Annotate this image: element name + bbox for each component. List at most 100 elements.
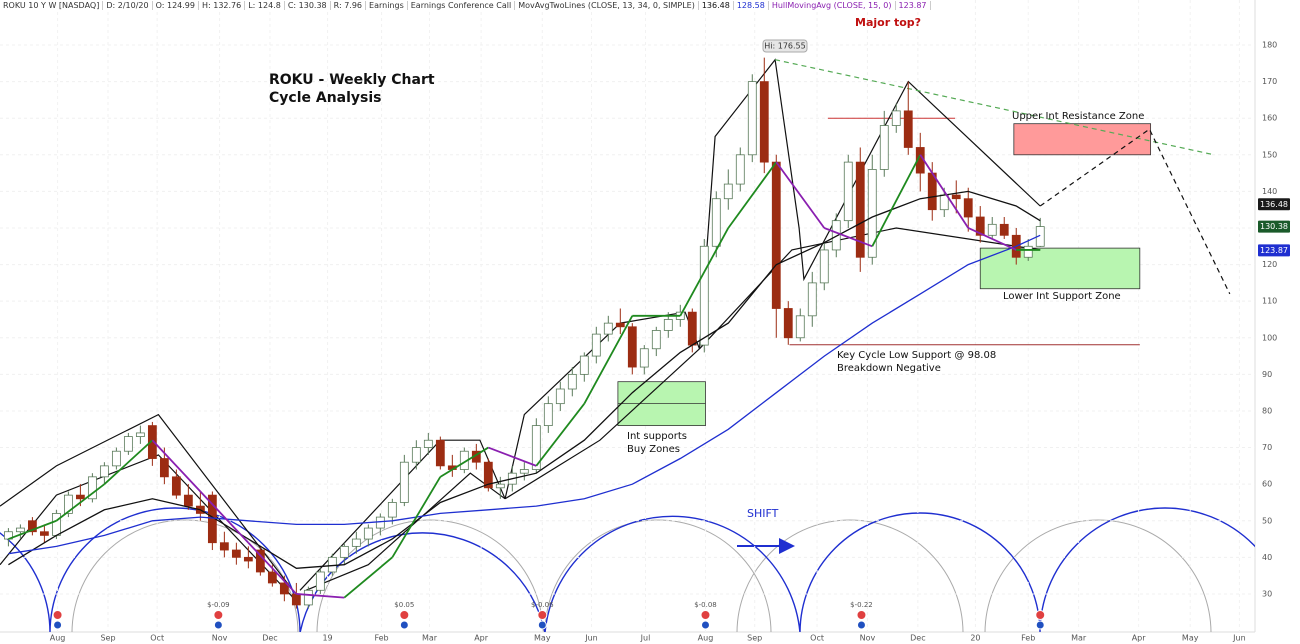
annotation: Upper Int Resistance Zone	[1012, 111, 1144, 122]
hull-segment	[919, 154, 969, 229]
header-item: Earnings	[366, 1, 408, 10]
candle-body	[735, 154, 745, 185]
cycle-arc-blue	[0, 507, 1255, 632]
y-tick-label: 170	[1262, 77, 1277, 86]
event-marker	[53, 620, 63, 630]
candle-body	[951, 194, 961, 200]
candle-body	[87, 476, 97, 500]
candle-body	[39, 531, 49, 536]
header-item: C: 130.38	[284, 1, 331, 10]
earnings-label: $0.05	[394, 601, 414, 609]
high-label-box	[762, 39, 808, 53]
y-tick-label: 50	[1262, 516, 1272, 525]
earnings-marker	[213, 610, 224, 620]
candle-body	[591, 333, 601, 357]
header-item: MovAvgTwoLines (CLOSE, 13, 34, 0, SIMPLE…	[515, 1, 699, 10]
x-tick-label: May	[534, 634, 551, 643]
event-marker	[213, 620, 223, 630]
earnings-label: $-0.06	[531, 601, 554, 609]
candle-body	[855, 161, 865, 258]
candle-body	[315, 571, 325, 591]
plot-layer: $-0.09 $0.05 $-0.06 $-0.08 $-0.22 ROKU - Week…	[0, 0, 1255, 632]
cycle-line	[0, 413, 294, 591]
x-tick-label: Feb	[1021, 634, 1035, 643]
event-marker	[856, 620, 866, 630]
header-item: Earnings Conference Call	[407, 1, 516, 10]
x-tick-label: Mar	[1071, 634, 1087, 643]
candle-body	[711, 198, 721, 247]
price-tag-label: 136.48	[1260, 200, 1288, 209]
annotation: Lower Int Support Zone	[1003, 291, 1121, 302]
annotation: Breakdown Negative	[837, 363, 941, 374]
candle-body	[999, 223, 1009, 236]
candle-body	[99, 465, 109, 478]
candle-body	[387, 502, 397, 518]
hull-segment	[103, 439, 153, 485]
hull-segment	[55, 483, 105, 522]
header-item: 136.48	[698, 1, 734, 10]
candle-body	[759, 81, 769, 163]
header-item: 128.58	[733, 1, 769, 10]
cycle-line	[699, 227, 1041, 350]
candle-body	[963, 198, 973, 218]
annotation: Major top?	[855, 16, 921, 29]
x-tick-label: Dec	[262, 634, 277, 643]
candle-body	[819, 249, 829, 284]
cycle-line	[698, 58, 1041, 349]
candle-body	[51, 513, 61, 536]
x-tick-label: Jul	[640, 634, 651, 643]
x-tick-label: Nov	[212, 634, 228, 643]
candle-body	[483, 461, 493, 489]
hull-segment	[823, 227, 873, 248]
moving-average	[8, 190, 1041, 569]
x-tick-label: Sep	[100, 634, 115, 643]
x-tick-label: Mar	[422, 634, 438, 643]
y-tick-label: 70	[1262, 443, 1272, 452]
candle-body	[231, 549, 241, 558]
candle-body	[267, 571, 277, 584]
candle-body	[15, 527, 25, 533]
annotation: SHIFT	[747, 507, 779, 520]
x-tick-label: Jun	[584, 634, 598, 643]
y-tick-label: 110	[1262, 297, 1277, 306]
candle-body	[351, 538, 361, 547]
header-item: L: 124.8	[245, 1, 285, 10]
candle-body	[291, 593, 301, 606]
y-tick-label: 60	[1262, 480, 1272, 489]
candle-body	[243, 556, 253, 562]
header-item: 123.87	[895, 1, 931, 10]
annotation: Hi: 176.55	[764, 42, 805, 51]
x-tick-label: Aug	[698, 634, 714, 643]
header-item: ROKU 10 Y W [NASDAQ]	[0, 1, 104, 10]
header-item: O: 124.99	[152, 1, 199, 10]
candle-body	[147, 425, 157, 459]
candle-body	[543, 403, 553, 427]
candle-body	[171, 476, 181, 496]
candle-body	[435, 439, 445, 467]
x-tick-label: Feb	[374, 634, 388, 643]
header-item: R: 7.96	[330, 1, 367, 10]
hull-segment	[583, 315, 634, 405]
candle-body	[495, 483, 505, 489]
candle-body	[303, 589, 313, 606]
header-item: HullMovingAvg (CLOSE, 15, 0)	[768, 1, 896, 10]
candle-body	[135, 432, 145, 437]
cycle-line	[0, 454, 301, 606]
candle-body	[975, 216, 985, 236]
cycle-line	[1039, 128, 1231, 295]
hull-segment	[247, 542, 298, 595]
hull-segment	[727, 161, 778, 229]
candle-body	[843, 161, 853, 222]
candle-body	[411, 447, 421, 463]
x-tick-label: Oct	[810, 634, 824, 643]
x-tick-label: Oct	[150, 634, 164, 643]
candle-body	[63, 494, 73, 514]
y-tick-label: 100	[1262, 333, 1277, 342]
hull-segment	[391, 476, 442, 558]
candle-body	[891, 110, 901, 126]
earnings-marker	[399, 610, 410, 620]
candle-body	[279, 582, 289, 595]
hull-segment	[535, 403, 586, 467]
candle-body	[363, 527, 373, 540]
